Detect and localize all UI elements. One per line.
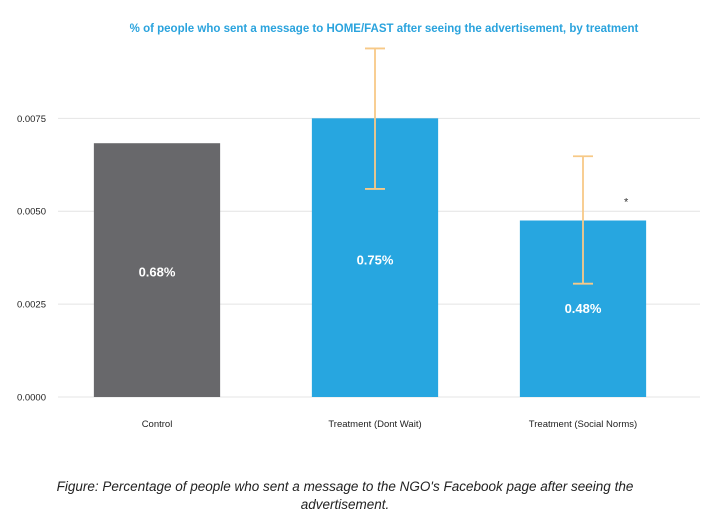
y-tick-label: 0.0000	[17, 393, 46, 404]
x-category-label: Control	[142, 419, 173, 430]
error-bars	[365, 47, 593, 285]
x-category-label: Treatment (Dont Wait)	[328, 419, 421, 430]
x-axis-categories: Control Treatment (Dont Wait) Treatment (S…	[142, 419, 638, 430]
x-category-label: Treatment (Social Norms)	[529, 419, 637, 430]
chart-title: % of people who sent a message to HOME/F…	[130, 23, 639, 35]
data-label: 0.68%	[139, 264, 176, 279]
y-tick-label: 0.0025	[17, 300, 46, 311]
y-tick-label: 0.0075	[17, 114, 46, 125]
y-tick-label: 0.0050	[17, 207, 46, 218]
y-axis-ticks: 0.0000 0.0025 0.0050 0.0075	[17, 114, 46, 404]
bar	[93, 143, 221, 397]
data-labels: 0.68% 0.75% 0.48% *	[139, 197, 629, 317]
data-label: 0.75%	[357, 253, 394, 268]
data-label: 0.48%	[565, 301, 602, 316]
bar-chart: % of people who sent a message to HOME/F…	[17, 23, 700, 430]
figure-caption: Figure: Percentage of people who sent a …	[56, 479, 634, 512]
significance-marker: *	[624, 197, 629, 209]
